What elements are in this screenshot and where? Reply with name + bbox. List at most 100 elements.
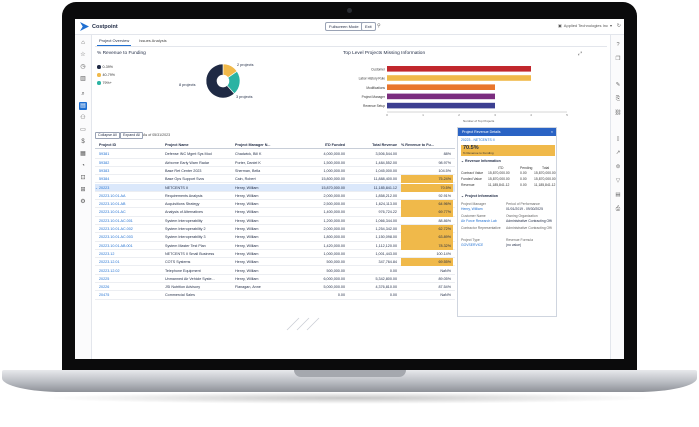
settings-icon[interactable]: ⚙ bbox=[80, 199, 86, 205]
close-icon[interactable]: × bbox=[550, 130, 553, 134]
exit-button[interactable]: Exit bbox=[361, 22, 376, 31]
cell-project-id[interactable]: 59383 bbox=[99, 168, 110, 173]
table-row[interactable]: 20475 Commercial Sales 0.00 0.00 NaN% bbox=[95, 291, 455, 300]
cell-project-id[interactable]: 20223.10.01.AA bbox=[99, 193, 126, 198]
people-icon[interactable]: ⚇ bbox=[80, 115, 86, 121]
info-value[interactable]: Air Force Research Lab bbox=[461, 219, 497, 223]
history-icon[interactable]: ◷ bbox=[80, 64, 86, 70]
bar[interactable] bbox=[387, 93, 495, 100]
table-row[interactable]: 20225 Unmanned Air Vehicle Syste... Henry,… bbox=[95, 275, 455, 284]
info-label: Project Manager bbox=[461, 202, 486, 206]
cell-project-id[interactable]: 59381 bbox=[99, 152, 110, 157]
info-value2: (no value) bbox=[506, 243, 522, 247]
filter-icon[interactable]: ▽ bbox=[615, 178, 621, 184]
expand-chevron-icon[interactable]: ⌄ bbox=[95, 185, 99, 190]
document-icon[interactable]: ▭ bbox=[80, 127, 86, 133]
refresh-icon[interactable]: ↻ bbox=[616, 23, 621, 29]
cell-total-revenue: 976,724.22 bbox=[378, 210, 397, 215]
print-icon[interactable]: ⎙ bbox=[615, 206, 621, 212]
copy-icon[interactable]: ❐ bbox=[615, 56, 621, 62]
cell-project-id[interactable]: 20223.12.02 bbox=[99, 268, 120, 273]
tab-issues-analysis[interactable]: Issues Analysis bbox=[139, 38, 167, 43]
search-icon[interactable]: ⌕ bbox=[81, 91, 85, 97]
cell-project-id[interactable]: 20223.10.01.AB bbox=[99, 202, 126, 207]
doc-icon[interactable]: ▯ bbox=[616, 136, 620, 142]
bar[interactable] bbox=[387, 75, 531, 81]
cell-project-name: Telephone Equipment bbox=[165, 268, 201, 273]
table-row[interactable]: 20223.10.01.AC.002 System Interoperabilit… bbox=[95, 225, 455, 234]
col-total-revenue[interactable]: Total Revenue bbox=[372, 143, 397, 147]
notes-icon[interactable]: ✎ bbox=[615, 82, 621, 88]
revenue-section-title[interactable]: ⌄ Revenue Information bbox=[461, 159, 501, 163]
cell-project-id[interactable]: 20223.10.01.AC bbox=[99, 210, 126, 215]
info-value[interactable]: GOVSERVICE bbox=[461, 243, 484, 247]
cell-project-id[interactable]: 20223.12 bbox=[99, 251, 115, 256]
star-icon[interactable]: ☆ bbox=[80, 52, 86, 58]
cell-project-id[interactable]: 20475 bbox=[99, 293, 110, 298]
fullscreen-mode-button[interactable]: Fullscreen Mode bbox=[325, 22, 363, 31]
box-icon[interactable]: ▦ bbox=[80, 151, 86, 157]
link-chain-icon[interactable]: ⛓ bbox=[614, 110, 622, 116]
table-row[interactable]: 59381 Defense INC Mgmt Sys Mod Chadwick, B… bbox=[95, 150, 455, 159]
cell-project-id[interactable]: 20223.10.01.AB.001 bbox=[99, 243, 133, 248]
col-project-id[interactable]: Project ID bbox=[99, 143, 117, 147]
cell-project-id[interactable]: 20223.12.01 bbox=[99, 260, 120, 265]
bar[interactable] bbox=[387, 102, 495, 109]
cell-project-id[interactable]: 59382 bbox=[99, 160, 110, 165]
table-row[interactable]: 20223.10.01.AB.001 System Master Test Pla… bbox=[95, 241, 455, 250]
table-row[interactable]: 59384 Base Ops Support Svcs Cain, Robert 15… bbox=[95, 175, 455, 184]
scroll-resize-handle[interactable] bbox=[285, 317, 325, 331]
collapse-all-button[interactable]: Collapse All bbox=[95, 132, 120, 139]
table-row[interactable]: 20223.12.02 Telephone Equipment Henry, Wil… bbox=[95, 267, 455, 275]
chart-icon[interactable]: ▥ bbox=[80, 76, 86, 82]
dollar-icon[interactable]: $ bbox=[81, 139, 85, 145]
bar[interactable] bbox=[387, 66, 531, 72]
cell-project-id[interactable]: 20223.10.01.AC.002 bbox=[99, 227, 133, 231]
attach-icon[interactable]: ⎘ bbox=[615, 96, 621, 102]
expand-all-button[interactable]: Expand All bbox=[120, 132, 143, 139]
info-value[interactable]: Henry, William bbox=[461, 207, 483, 211]
table-row[interactable]: 20223.10.01.AC.003 System Interoperabilit… bbox=[95, 233, 455, 242]
expand-icon[interactable]: ⤢ bbox=[578, 51, 583, 57]
table-row[interactable]: 20226 JSI Nutrition Advisory Flanagan, Ann… bbox=[95, 283, 455, 292]
cell-project-id[interactable]: 20223.10.01.AC.003 bbox=[99, 235, 133, 240]
cart-icon[interactable]: ⊞ bbox=[80, 187, 86, 193]
table-row[interactable]: 20223.12.01 COTS Systems Henry, William 500… bbox=[95, 258, 455, 267]
cell-project-id[interactable]: 20225 bbox=[99, 276, 110, 281]
cell-total-revenue: 1,112,120.00 bbox=[375, 243, 397, 248]
table-icon[interactable]: ▤ bbox=[615, 192, 621, 198]
cell-project-id[interactable]: 59384 bbox=[99, 177, 110, 182]
lock-icon[interactable]: ⊡ bbox=[80, 175, 86, 181]
link-icon[interactable]: ⚲ bbox=[377, 23, 381, 29]
clock-icon[interactable]: ◔ bbox=[81, 163, 85, 169]
table-row[interactable]: 20223.10.01.AC.001 System Interoperabilit… bbox=[95, 217, 455, 225]
cell-project-id[interactable]: 20223 bbox=[99, 185, 110, 190]
tab-project-overview[interactable]: Project Overview bbox=[97, 37, 132, 46]
info-section-title[interactable]: ⌄ Project Information bbox=[461, 194, 498, 198]
table-row[interactable]: 20223.10.01.AB Acquisitions Strategy Henry… bbox=[95, 200, 455, 209]
pie-slice[interactable] bbox=[205, 63, 235, 99]
table-row[interactable]: 59382 Airborne Early Warn Radar Porter, Da… bbox=[95, 159, 455, 167]
rev-label: Contract Value bbox=[461, 171, 484, 175]
table-row[interactable]: 20223.10.01.AC Analysis of Alternatives He… bbox=[95, 208, 455, 217]
cell-project-id[interactable]: 20223.10.01.AC.001 bbox=[99, 218, 133, 223]
table-row[interactable]: 59383 Base Ret Center 2023 Sherman, Bella 1… bbox=[95, 167, 455, 176]
col-pct-revenue[interactable]: % Revenue to Fu... bbox=[401, 143, 434, 147]
table-row[interactable]: 20223.10.01.AA Requirements Analysis Henry… bbox=[95, 192, 455, 201]
col-project-name[interactable]: Project Name bbox=[165, 143, 189, 147]
cell-project-name: System Interoperability 3 bbox=[165, 235, 206, 240]
table-row[interactable]: ⌄ 20223 NETCENTS II Henry, William 15,870,00… bbox=[95, 183, 455, 192]
money-icon[interactable]: ⊜ bbox=[615, 164, 621, 170]
graph-icon[interactable]: ↗ bbox=[615, 150, 621, 156]
project-icon[interactable]: ▤ bbox=[79, 102, 87, 110]
col-project-manager[interactable]: Project Manager N... bbox=[235, 143, 271, 147]
home-icon[interactable]: ⌂ bbox=[81, 40, 85, 46]
table-row[interactable]: 20223.12 NETCENTS II Small Business Henry,… bbox=[95, 250, 455, 259]
cell-project-id[interactable]: 20226 bbox=[99, 285, 110, 290]
bar[interactable] bbox=[387, 84, 495, 90]
company-selector[interactable]: ▣ Applied Technologies Inc ▾ bbox=[558, 23, 612, 28]
col-itd-funded[interactable]: ITD Funded bbox=[324, 143, 345, 147]
legend-label: 40-79% bbox=[102, 73, 115, 77]
question-icon[interactable]: ? bbox=[616, 42, 620, 48]
rev-col-pending: Pending bbox=[520, 166, 533, 170]
